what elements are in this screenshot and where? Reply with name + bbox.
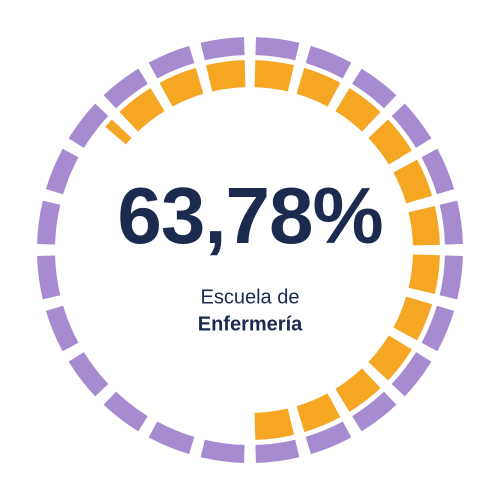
track-segment [103,68,148,109]
track-segment [352,391,397,432]
progress-segment [159,67,204,107]
progress-segment [296,67,341,107]
track-segment [305,45,352,79]
progress-segment [119,88,165,132]
progress-segment [368,335,412,381]
track-ring [37,37,463,463]
track-segment [68,352,109,397]
progress-segment [393,296,433,341]
track-segment [421,305,455,352]
progress-segment [335,368,381,412]
track-segment [421,148,455,195]
track-segment [439,255,463,300]
progress-ring [105,60,440,440]
progress-segment [393,159,433,204]
track-segment [352,68,397,109]
progress-segment [335,88,381,132]
track-segment [45,305,79,352]
progress-segment [408,205,440,246]
progress-segment [296,393,341,433]
track-segment [200,439,245,463]
track-segment [391,352,432,397]
track-segment [45,148,79,195]
track-segment [200,37,245,61]
label-line: Enfermería [198,313,303,335]
track-segment [255,439,300,463]
progress-segment [408,254,440,295]
track-segment [255,37,300,61]
track-segment [103,391,148,432]
progress-segment [254,408,295,440]
track-segment [148,45,195,79]
track-segment [391,103,432,148]
progress-segment [105,119,132,145]
track-segment [68,103,109,148]
progress-segment [205,60,246,92]
progress-segment [368,119,412,165]
value-label: 63,78% [117,171,382,260]
progress-segment [254,60,295,92]
track-segment [37,255,61,300]
track-segment [439,200,463,245]
track-segment [148,421,195,455]
label-line: Escuela de [201,286,300,308]
track-segment [37,200,61,245]
track-segment [305,421,352,455]
